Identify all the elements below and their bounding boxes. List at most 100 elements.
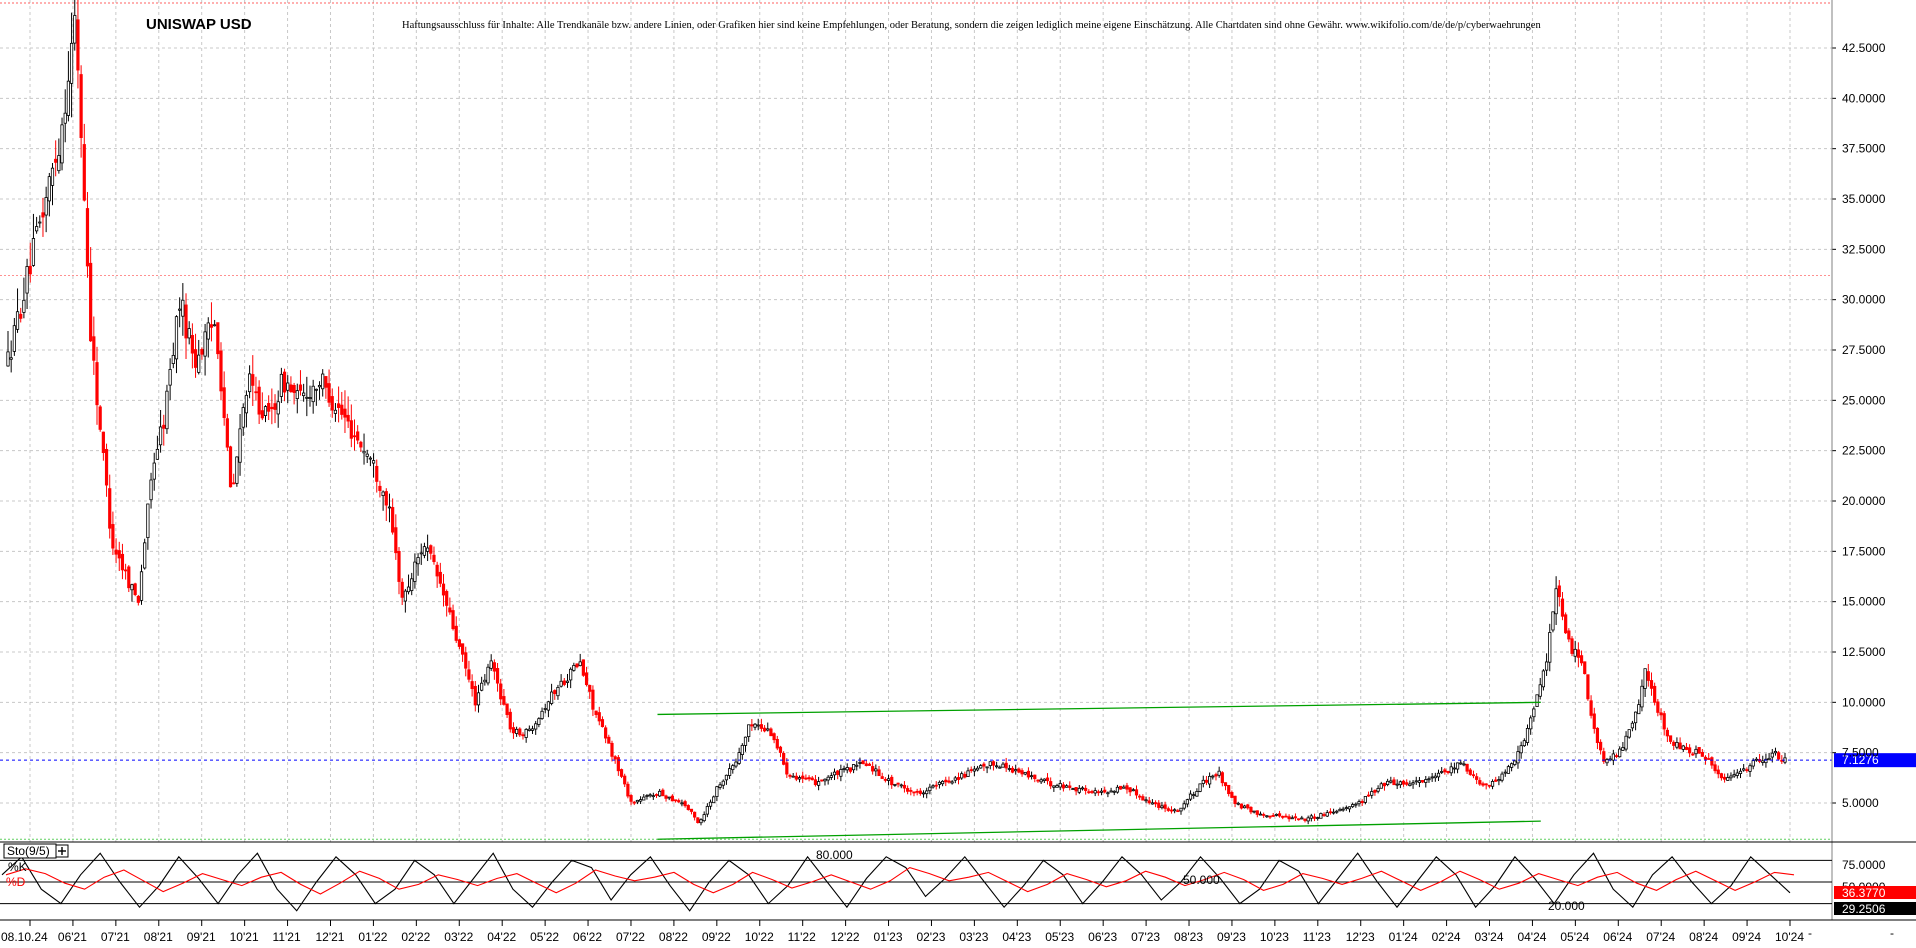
candle-body xyxy=(467,669,471,680)
candle-body xyxy=(1770,752,1774,758)
candle-body xyxy=(705,806,709,815)
candle-body xyxy=(1386,780,1390,785)
candle-body xyxy=(422,546,427,556)
candle-body xyxy=(1443,769,1447,773)
candle-body xyxy=(899,784,903,787)
candle-body xyxy=(35,226,39,232)
candle-body xyxy=(1627,729,1631,738)
candle-body xyxy=(298,384,303,391)
time-tick-label: 04'23 xyxy=(1002,930,1031,944)
candle-body xyxy=(1732,774,1736,777)
candle-body xyxy=(817,781,821,786)
candle-body xyxy=(279,373,283,397)
candle-body xyxy=(492,662,496,672)
candle-body xyxy=(1579,655,1584,664)
candle-body xyxy=(648,794,652,797)
scroll-end-icon[interactable]: - xyxy=(1890,926,1894,940)
candle-body xyxy=(381,491,385,496)
candle-body xyxy=(371,460,376,464)
candle-body xyxy=(553,690,557,695)
candle-body xyxy=(1592,713,1596,729)
candle-body xyxy=(1017,768,1021,773)
candle-body xyxy=(308,397,312,399)
candle-body xyxy=(1405,782,1409,785)
candle-body xyxy=(940,780,945,785)
candle-body xyxy=(1742,768,1746,771)
candle-body xyxy=(1433,775,1437,779)
candle-body xyxy=(1335,810,1339,813)
candle-body xyxy=(1764,758,1768,764)
candle-body xyxy=(108,488,112,529)
candle-body xyxy=(257,386,261,415)
stochastic-label: Sto(9/5) xyxy=(7,844,50,858)
candle-body xyxy=(600,719,605,728)
candle-body xyxy=(794,775,798,780)
candle-body xyxy=(1544,661,1549,671)
candle-body xyxy=(1150,802,1155,805)
candle-body xyxy=(1370,791,1374,796)
candle-body xyxy=(1688,747,1692,754)
candle-body xyxy=(79,74,83,138)
k-value-box xyxy=(1834,886,1916,899)
candle-body xyxy=(530,728,535,731)
time-tick-label: 05'22 xyxy=(530,930,559,944)
candle-body xyxy=(1014,769,1018,772)
candle-body xyxy=(1710,757,1714,766)
candle-body xyxy=(1611,753,1615,761)
candle-body xyxy=(1268,815,1272,818)
price-tick-label: 10.0000 xyxy=(1842,695,1886,709)
candle-body xyxy=(953,777,957,781)
candle-body xyxy=(1242,805,1247,809)
candle-body xyxy=(791,775,795,778)
candle-body xyxy=(1713,764,1717,772)
candle-body xyxy=(457,639,462,647)
candle-body xyxy=(1643,668,1647,689)
candle-body xyxy=(689,808,694,812)
candle-body xyxy=(92,336,96,361)
candle-body xyxy=(1649,680,1654,689)
candle-body xyxy=(1401,780,1406,785)
price-tick-label: 35.0000 xyxy=(1842,192,1886,206)
candle-body xyxy=(867,763,872,766)
candle-body xyxy=(998,766,1002,769)
candle-body xyxy=(921,792,926,795)
candle-body xyxy=(1109,790,1113,793)
candle-body xyxy=(400,581,404,598)
candle-body xyxy=(1570,638,1574,654)
candle-body xyxy=(1719,773,1724,779)
candle-body xyxy=(1064,785,1069,788)
candle-body xyxy=(44,197,48,216)
candle-body xyxy=(98,406,102,430)
candle-body xyxy=(721,780,725,786)
candle-body xyxy=(356,431,360,441)
candle-body xyxy=(317,385,322,388)
candle-body xyxy=(85,208,90,267)
candle-body xyxy=(225,418,229,448)
candle-body xyxy=(778,746,783,753)
candle-body xyxy=(874,768,878,772)
candle-body xyxy=(677,800,681,803)
candle-body xyxy=(1513,760,1517,766)
candle-body xyxy=(375,465,379,482)
candle-body xyxy=(1236,802,1240,805)
candle-body xyxy=(855,764,859,767)
candle-body xyxy=(616,757,620,772)
price-tick-label: 17.5000 xyxy=(1842,544,1886,558)
candle-body xyxy=(1494,779,1498,782)
candle-body xyxy=(1287,816,1291,820)
candle-body xyxy=(858,761,862,764)
candle-body xyxy=(1602,751,1606,762)
candle-body xyxy=(588,684,592,692)
candle-body xyxy=(1020,770,1024,775)
scroll-right-icon[interactable]: - xyxy=(1808,926,1812,940)
candle-body xyxy=(546,701,551,711)
price-tick-label: 15.0000 xyxy=(1842,595,1886,609)
candle-body xyxy=(1675,741,1679,748)
candle-body xyxy=(1080,787,1085,790)
candle-body xyxy=(1239,803,1244,809)
time-tick-label: 09'21 xyxy=(187,930,216,944)
candle-body xyxy=(50,167,55,186)
candle-body xyxy=(1309,815,1313,819)
candle-body xyxy=(206,322,210,340)
candle-body xyxy=(1354,803,1358,806)
